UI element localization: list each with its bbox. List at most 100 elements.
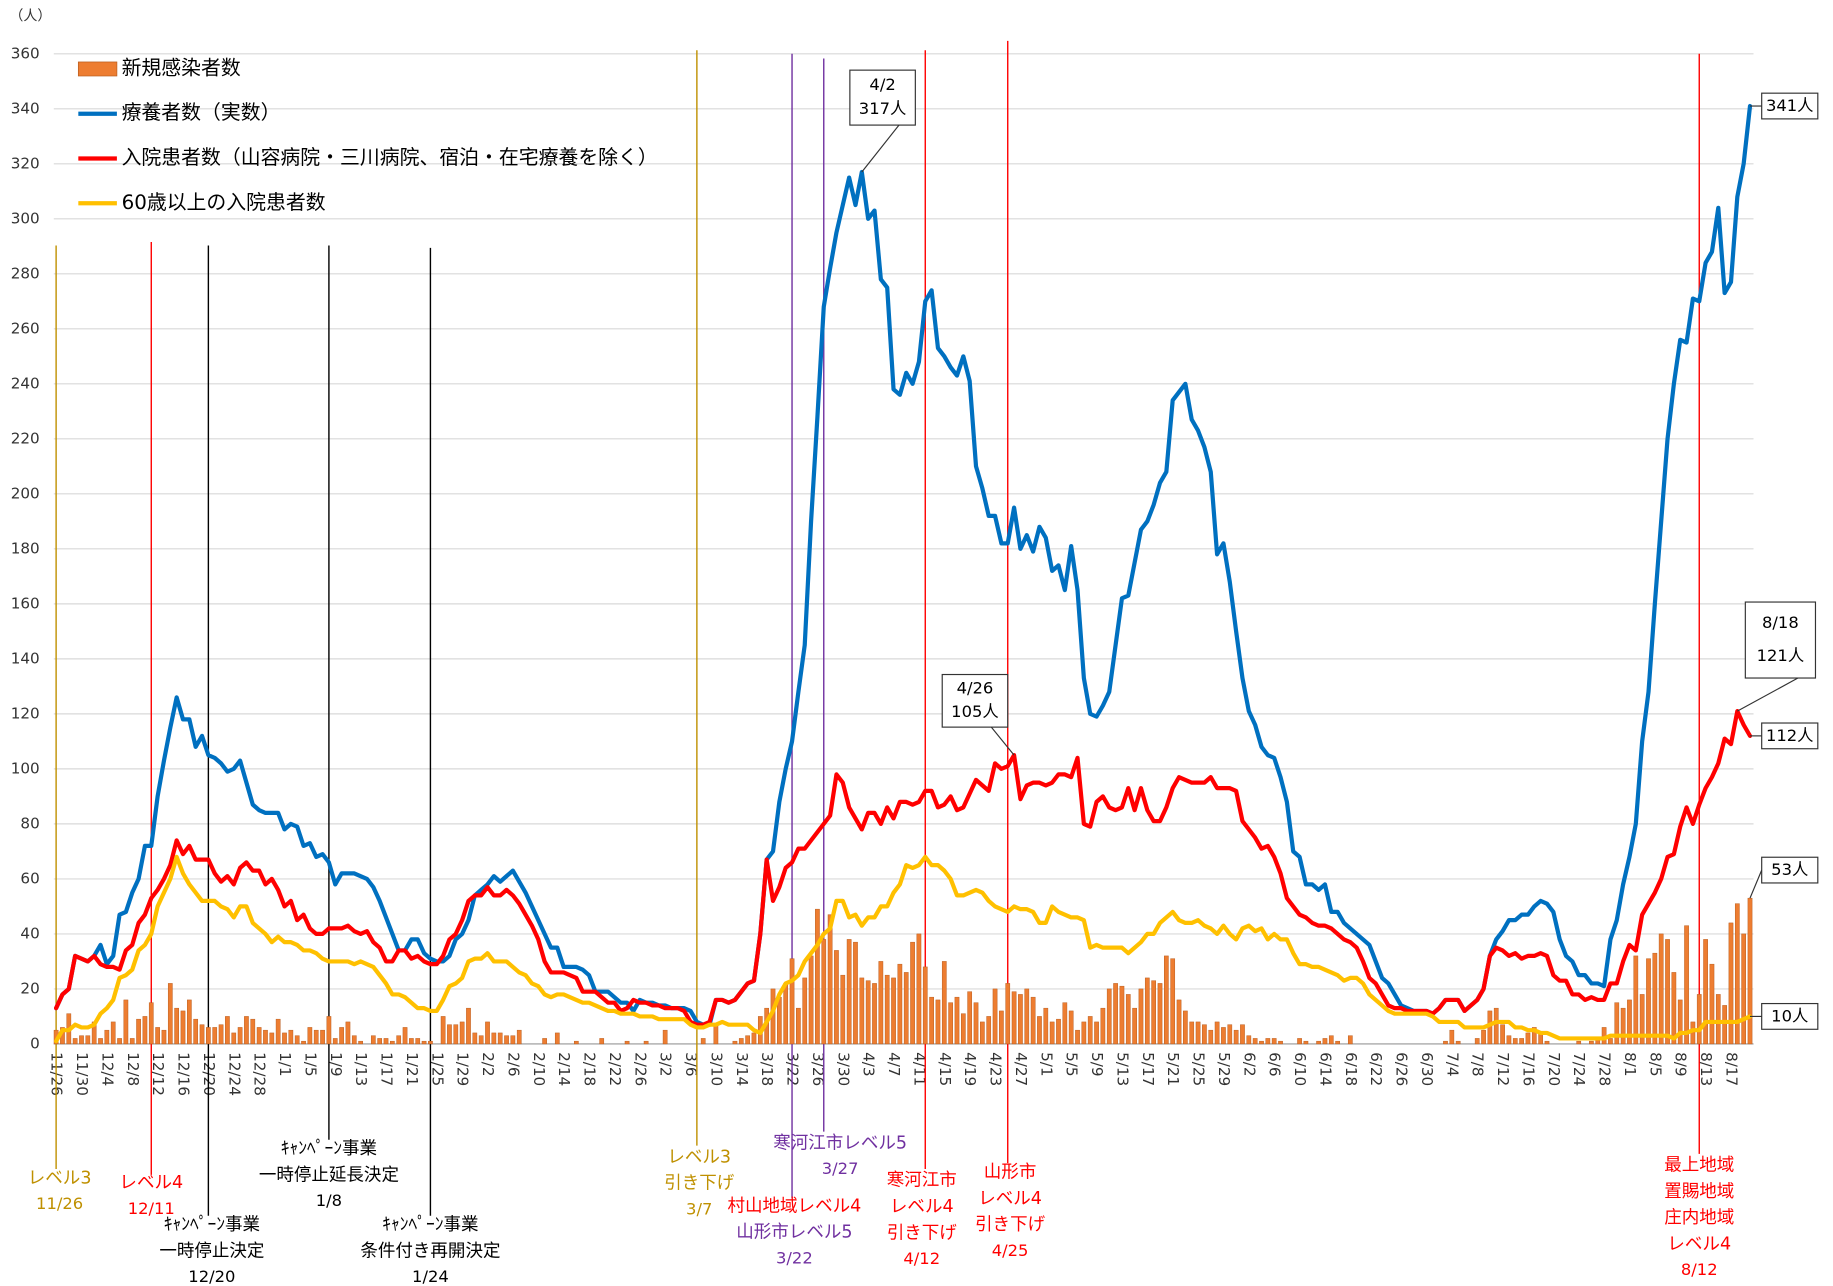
bar <box>1728 922 1734 1045</box>
bar <box>332 1038 338 1045</box>
bar <box>123 999 129 1045</box>
bar <box>1240 1024 1245 1045</box>
annotation-text: 最上地域 <box>1664 1156 1734 1176</box>
y-tick-label: 200 <box>11 484 40 502</box>
bar <box>1493 1007 1499 1045</box>
x-tick-label: 2/18 <box>581 1052 599 1086</box>
bar <box>282 1032 287 1045</box>
bar <box>1100 1007 1106 1045</box>
bar <box>1665 939 1670 1045</box>
x-tick-label: 5/9 <box>1088 1052 1106 1076</box>
bar <box>167 983 173 1045</box>
bar <box>301 1040 306 1045</box>
callout-value: 317人 <box>859 99 907 118</box>
annotation-date: 4/12 <box>903 1249 940 1268</box>
bar <box>1081 1021 1087 1045</box>
annotation-text: レベル3 <box>667 1147 731 1167</box>
bar <box>1639 994 1645 1045</box>
annotation-date: 4/25 <box>992 1241 1029 1260</box>
bar <box>447 1024 452 1045</box>
bar <box>409 1038 414 1045</box>
x-tick-label: 2/6 <box>504 1052 522 1076</box>
bar <box>891 977 896 1045</box>
bar <box>840 974 846 1045</box>
bar <box>370 1035 376 1045</box>
bar <box>1183 1010 1188 1045</box>
bar <box>713 1024 719 1045</box>
bar <box>1075 1029 1080 1045</box>
bar <box>916 933 922 1045</box>
bar <box>212 1027 218 1045</box>
x-tick-label: 2/2 <box>479 1052 497 1076</box>
bar <box>834 950 839 1045</box>
bar <box>155 1027 160 1045</box>
bar <box>1094 1021 1099 1045</box>
x-tick-label: 4/15 <box>936 1052 954 1086</box>
bar <box>396 1035 402 1045</box>
y-tick-label: 160 <box>11 594 40 612</box>
bar <box>161 1029 167 1045</box>
bar <box>110 1021 116 1045</box>
bar <box>732 1040 738 1045</box>
bar <box>440 1016 446 1045</box>
bar <box>1068 1010 1074 1045</box>
annotation-date: 1/8 <box>316 1191 342 1210</box>
label-pointer <box>1749 869 1763 899</box>
y-tick-label: 40 <box>20 924 39 942</box>
x-tick-label: 12/28 <box>251 1052 269 1096</box>
callout-date: 4/26 <box>957 679 994 698</box>
bar <box>789 958 795 1045</box>
x-tick-label: 3/26 <box>809 1052 827 1086</box>
bar <box>510 1035 516 1045</box>
bar <box>1734 903 1740 1045</box>
bar <box>504 1035 509 1045</box>
annotation-date: 11/26 <box>36 1194 83 1213</box>
bar <box>878 961 884 1045</box>
bar <box>1227 1024 1233 1045</box>
bar <box>935 999 941 1045</box>
callout-pointer <box>1737 677 1799 712</box>
bar <box>1024 988 1030 1045</box>
bar <box>1443 1040 1448 1045</box>
bar <box>967 991 973 1045</box>
x-tick-label: 1/17 <box>378 1052 396 1086</box>
x-tick-label: 6/14 <box>1316 1052 1334 1086</box>
annotation-text: 寒河江市レベル5 <box>773 1133 907 1153</box>
bar <box>320 1029 325 1045</box>
callout-box <box>849 69 916 126</box>
bar <box>1722 1005 1727 1045</box>
annotation-text: 引き下げ <box>975 1215 1046 1235</box>
series-line <box>54 854 1753 1044</box>
bar <box>745 1035 750 1045</box>
y-tick-label: 220 <box>11 429 40 447</box>
x-tick-label: 7/8 <box>1469 1052 1487 1076</box>
x-tick-label: 7/16 <box>1519 1052 1537 1086</box>
bar <box>453 1024 459 1045</box>
bar <box>859 977 865 1045</box>
bar <box>351 1035 357 1045</box>
x-tick-label: 1/9 <box>327 1052 345 1076</box>
x-tick-label: 5/21 <box>1164 1052 1182 1086</box>
bar <box>1043 1007 1049 1045</box>
value-label: 10人 <box>1771 1007 1808 1026</box>
y-tick-label: 320 <box>11 154 40 172</box>
legend-label: 60歳以上の入院患者数 <box>122 191 326 214</box>
x-tick-label: 6/30 <box>1418 1052 1436 1086</box>
bar <box>142 1016 148 1045</box>
bar <box>1500 1024 1505 1045</box>
x-tick-label: 12/8 <box>124 1052 142 1086</box>
bar <box>1703 939 1708 1045</box>
bar <box>573 1040 579 1045</box>
bar <box>802 977 808 1045</box>
x-tick-label: 4/11 <box>910 1052 928 1086</box>
bar <box>1608 1038 1613 1045</box>
bar <box>1170 958 1176 1045</box>
bar <box>117 1038 122 1045</box>
bar <box>1011 991 1017 1045</box>
annotation-text: ｷｬﾝﾍﾟｰﾝ事業 <box>281 1139 377 1159</box>
label-box <box>1761 722 1819 750</box>
legend-swatch <box>77 61 118 77</box>
y-tick-label: 20 <box>20 979 39 997</box>
